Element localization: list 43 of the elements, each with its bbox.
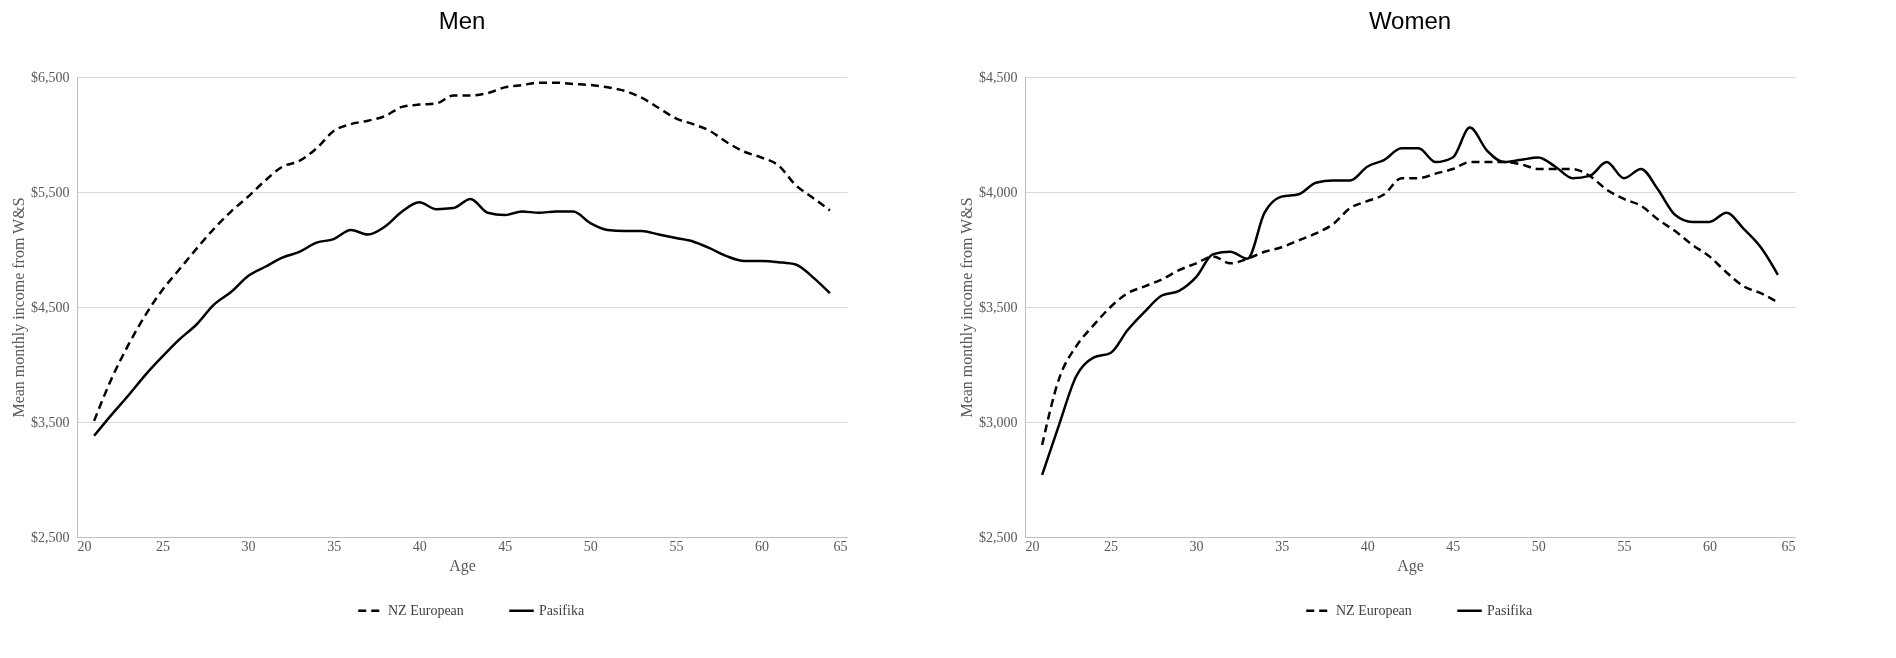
- x-tick-label: 20: [77, 538, 92, 554]
- x-axis-title: Age: [449, 556, 476, 575]
- y-axis-title: Mean monthly income from W&S: [10, 197, 28, 418]
- y-tick-label: $3,000: [979, 414, 1018, 430]
- x-tick-label: 35: [327, 538, 342, 554]
- y-tick-label: $4,000: [979, 184, 1018, 200]
- x-tick-label: 40: [412, 538, 427, 554]
- x-tick-label: 25: [156, 538, 171, 554]
- x-tick-label: 60: [1702, 538, 1717, 554]
- x-tick-label: 45: [498, 538, 513, 554]
- y-tick-label: $3,500: [31, 414, 70, 430]
- chart-title: Men: [438, 7, 486, 34]
- x-tick-label: 50: [1531, 538, 1546, 554]
- y-axis-title: Mean monthly income from W&S: [958, 197, 976, 418]
- y-tick-label: $6,500: [31, 69, 70, 85]
- x-tick-label: 40: [1360, 538, 1375, 554]
- x-axis-title: Age: [1397, 556, 1424, 575]
- y-tick-label: $5,500: [31, 184, 70, 200]
- x-tick-label: 20: [1025, 538, 1040, 554]
- x-tick-label: 30: [241, 538, 256, 554]
- x-tick-label: 45: [1446, 538, 1461, 554]
- x-tick-label: 65: [833, 538, 848, 554]
- y-tick-label: $4,500: [979, 69, 1018, 85]
- line-series: [92, 197, 832, 438]
- y-tick-label: $2,500: [979, 529, 1018, 545]
- x-tick-label: 55: [1617, 538, 1632, 554]
- y-tick-label: $4,500: [31, 299, 70, 315]
- x-tick-label: 50: [583, 538, 598, 554]
- line-series: [92, 81, 832, 423]
- chart-title: Women: [1368, 7, 1452, 34]
- line-series: [1040, 126, 1780, 477]
- legend-label: NZ European: [388, 602, 464, 618]
- x-tick-label: 35: [1275, 538, 1290, 554]
- x-tick-label: 30: [1189, 538, 1204, 554]
- x-tick-label: 55: [669, 538, 684, 554]
- x-tick-label: 65: [1781, 538, 1796, 554]
- x-tick-label: 60: [754, 538, 769, 554]
- legend-label: Pasifika: [539, 602, 585, 618]
- x-tick-label: 25: [1104, 538, 1119, 554]
- legend-label: Pasifika: [1487, 602, 1533, 618]
- y-tick-label: $3,500: [979, 299, 1018, 315]
- y-tick-label: $2,500: [31, 529, 70, 545]
- legend-label: NZ European: [1336, 602, 1412, 618]
